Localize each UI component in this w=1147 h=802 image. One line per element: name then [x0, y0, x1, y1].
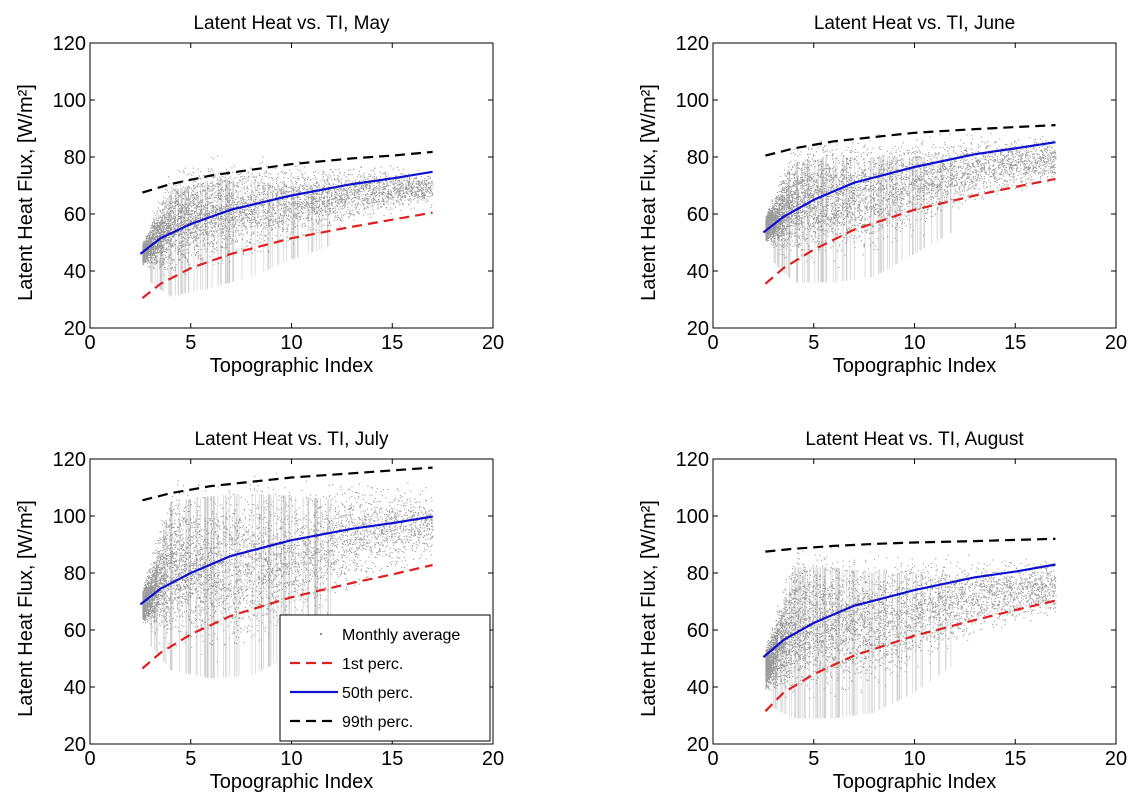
legend-label: 50th perc. — [342, 685, 413, 702]
y-tick-label: 120 — [53, 33, 86, 55]
line-50th-perc — [139, 515, 433, 606]
x-axis-label: Topographic Index — [833, 355, 996, 377]
x-tick-label: 15 — [381, 332, 403, 354]
line-1st-perc — [764, 177, 1056, 285]
x-tick-label: 20 — [482, 748, 504, 770]
line-1st-perc — [141, 211, 433, 299]
line-99th-perc — [765, 124, 1056, 157]
line-99th-perc — [142, 466, 433, 502]
y-tick-label: 120 — [53, 449, 86, 471]
scatter-cloud — [142, 472, 434, 679]
y-axis-label: Latent Heat Flux, [W/m²] — [15, 84, 37, 301]
line-50th-perc — [762, 141, 1056, 234]
y-tick-label: 20 — [64, 318, 86, 340]
legend-label: 1st perc. — [342, 656, 403, 673]
y-tick-label: 100 — [53, 90, 86, 112]
x-tick-label: 10 — [903, 748, 925, 770]
y-tick-label: 80 — [64, 563, 86, 585]
legend-label: 99th perc. — [342, 714, 413, 731]
y-tick-label: 40 — [687, 261, 709, 283]
y-tick-label: 80 — [687, 563, 709, 585]
x-tick-label: 5 — [185, 748, 196, 770]
x-tick-label: 5 — [185, 332, 196, 354]
line-50th-perc — [762, 563, 1056, 658]
x-tick-label: 15 — [1004, 332, 1026, 354]
subplot-2: 0 5 10 15 20 20 40 60 80 100 120 Latent Heat vs. TI… — [638, 13, 1127, 377]
y-tick-label: 60 — [64, 204, 86, 226]
y-tick-label: 20 — [687, 318, 709, 340]
y-tick-label: 60 — [64, 620, 86, 642]
subplot-4: 0 5 10 15 20 20 40 60 80 100 120 Latent Heat vs. TI… — [638, 429, 1127, 793]
x-axis-label: Topographic Index — [210, 771, 373, 793]
x-tick-label: 10 — [903, 332, 925, 354]
x-tick-label: 5 — [808, 332, 819, 354]
scatter-streaks — [150, 179, 330, 297]
y-tick-label: 40 — [64, 677, 86, 699]
y-axis-label: Latent Heat Flux, [W/m²] — [638, 84, 660, 301]
legend-label: Monthly average — [342, 627, 460, 644]
subplot-1: 0 5 10 15 20 20 40 60 80 100 120 Latent Heat vs. TI… — [15, 13, 504, 377]
x-tick-label: 10 — [280, 748, 302, 770]
y-tick-label: 80 — [64, 147, 86, 169]
x-tick-label: 5 — [808, 748, 819, 770]
line-99th-perc — [765, 537, 1056, 553]
scatter-streaks — [773, 157, 952, 283]
y-tick-label: 60 — [687, 620, 709, 642]
x-axis-label: Topographic Index — [833, 771, 996, 793]
subplot-title: Latent Heat vs. TI, August — [805, 429, 1024, 450]
line-99th-perc — [142, 150, 433, 194]
y-tick-label: 20 — [64, 734, 86, 756]
x-tick-label: 15 — [1004, 748, 1026, 770]
line-1st-perc — [764, 599, 1056, 712]
y-tick-label: 120 — [676, 33, 709, 55]
y-tick-label: 40 — [687, 677, 709, 699]
y-axis-label: Latent Heat Flux, [W/m²] — [15, 500, 37, 717]
legend-marker-scatter — [320, 633, 322, 635]
x-tick-label: 20 — [1105, 748, 1127, 770]
x-tick-label: 0 — [84, 748, 95, 770]
y-tick-label: 80 — [687, 147, 709, 169]
scatter-streaks — [773, 567, 952, 719]
scatter-cloud — [765, 546, 1057, 719]
y-tick-label: 60 — [687, 204, 709, 226]
y-tick-label: 100 — [676, 90, 709, 112]
x-tick-label: 0 — [707, 748, 718, 770]
x-tick-label: 20 — [1105, 332, 1127, 354]
scatter-streaks — [150, 493, 332, 679]
line-50th-perc — [139, 170, 433, 255]
subplot-title: Latent Heat vs. TI, July — [195, 429, 389, 450]
x-tick-label: 0 — [707, 332, 718, 354]
x-tick-label: 0 — [84, 332, 95, 354]
y-tick-label: 40 — [64, 261, 86, 283]
subplot-title: Latent Heat vs. TI, June — [814, 13, 1015, 34]
y-tick-label: 100 — [53, 506, 86, 528]
y-axis-label: Latent Heat Flux, [W/m²] — [638, 500, 660, 717]
y-tick-label: 100 — [676, 506, 709, 528]
x-tick-label: 10 — [280, 332, 302, 354]
subplot-title: Latent Heat vs. TI, May — [193, 13, 390, 34]
y-tick-label: 20 — [687, 734, 709, 756]
subplot-3: 0 5 10 15 20 20 40 60 80 100 120 Latent Heat vs. TI… — [15, 429, 504, 793]
scatter-points — [765, 546, 1057, 700]
y-tick-label: 120 — [676, 449, 709, 471]
x-axis-label: Topographic Index — [210, 355, 373, 377]
x-tick-label: 15 — [381, 748, 403, 770]
x-tick-label: 20 — [482, 332, 504, 354]
line-1st-perc — [141, 563, 433, 670]
legend: Monthly average 1st perc. 50th perc. 99th p… — [279, 614, 491, 742]
